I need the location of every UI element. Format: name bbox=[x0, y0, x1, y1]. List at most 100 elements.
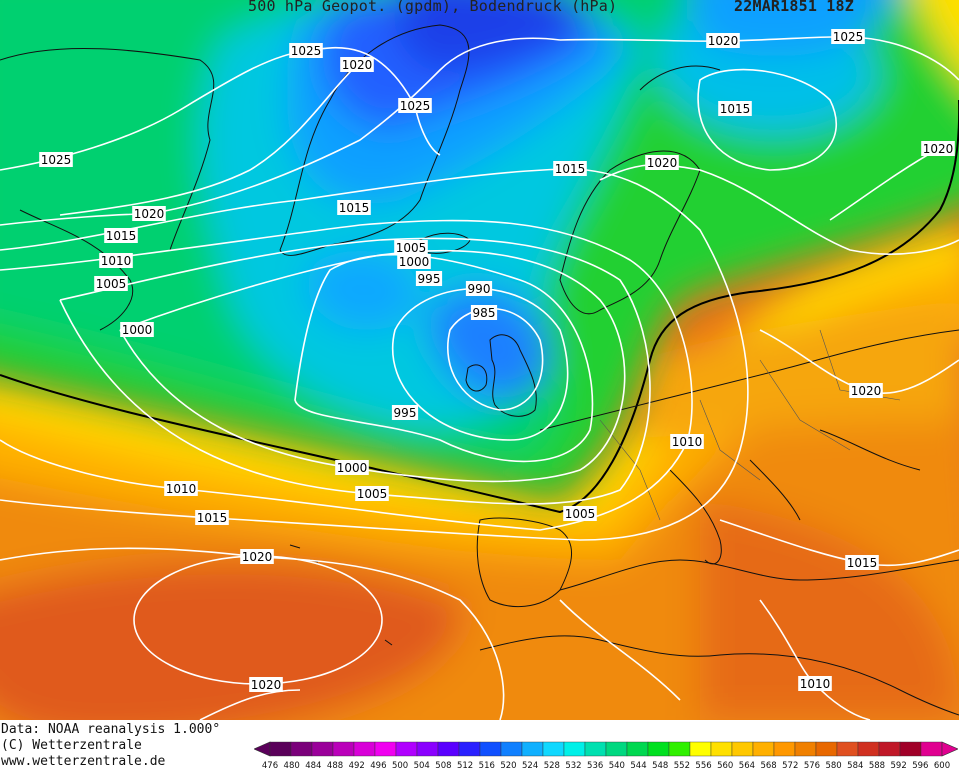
legend-swatch bbox=[668, 741, 691, 757]
legend-tick-label: 516 bbox=[479, 761, 495, 770]
legend-tick-label: 564 bbox=[739, 761, 755, 770]
legend-tick-label: 492 bbox=[349, 761, 365, 770]
legend-tick-label: 560 bbox=[717, 761, 733, 770]
isobar-label-box bbox=[355, 486, 389, 501]
boundary-552-line bbox=[0, 100, 959, 514]
legend-swatch bbox=[773, 741, 796, 757]
isobar-label: 1025 bbox=[400, 99, 431, 113]
isobar-label-box bbox=[132, 206, 166, 221]
isobar-label-box bbox=[249, 677, 283, 692]
isobar-label: 1010 bbox=[101, 254, 132, 268]
isobar-label-box bbox=[289, 43, 323, 58]
isobar-label-box bbox=[337, 200, 371, 215]
legend-tick-label: 508 bbox=[435, 761, 451, 770]
isobar-label: 1005 bbox=[357, 487, 388, 501]
isobar-label: 1025 bbox=[41, 153, 72, 167]
legend-tick-label: 480 bbox=[284, 761, 300, 770]
isobar-label: 990 bbox=[468, 282, 491, 296]
legend-swatch bbox=[353, 741, 376, 757]
isobar-label: 1020 bbox=[708, 34, 739, 48]
legend-swatch bbox=[710, 741, 733, 757]
isobar-label-box bbox=[340, 57, 374, 72]
isobar-label: 1015 bbox=[339, 201, 370, 215]
legend-swatch bbox=[836, 741, 859, 757]
map-datetime: 22MAR1851 18Z bbox=[734, 0, 854, 15]
legend-tick-label: 476 bbox=[262, 761, 278, 770]
legend-swatch bbox=[647, 741, 670, 757]
legend-swatch bbox=[542, 741, 565, 757]
isobar-label-box bbox=[553, 161, 587, 176]
isobar-label: 1015 bbox=[720, 102, 751, 116]
isobar-label: 1025 bbox=[833, 30, 864, 44]
isobar-label: 1020 bbox=[242, 550, 273, 564]
legend-tick-label: 572 bbox=[782, 761, 798, 770]
coastlines bbox=[0, 24, 959, 716]
legend-tick-label: 588 bbox=[869, 761, 885, 770]
legend-swatch bbox=[500, 741, 523, 757]
legend-swatch bbox=[521, 741, 544, 757]
isobar-label: 1010 bbox=[800, 677, 831, 691]
legend-tick-label: 528 bbox=[544, 761, 560, 770]
legend-tick-label: 512 bbox=[457, 761, 473, 770]
isobar-label: 1000 bbox=[337, 461, 368, 475]
isobar-label: 985 bbox=[473, 306, 496, 320]
isobar-label: 1010 bbox=[672, 435, 703, 449]
legend-swatch bbox=[752, 741, 775, 757]
isobar-label-box bbox=[563, 506, 597, 521]
isobar-label: 1010 bbox=[166, 482, 197, 496]
legend-right-arrow bbox=[941, 741, 959, 757]
legend-swatch bbox=[878, 741, 901, 757]
isobar-label: 1020 bbox=[647, 156, 678, 170]
color-scale-legend: 476 480 484 488 492 496 500 504 508 512 516 520 524 5… bbox=[253, 738, 959, 771]
map-title: 500 hPa Geopot. (gpdm), Bodendruck (hPa) bbox=[248, 0, 618, 15]
legend-tick-label: 580 bbox=[825, 761, 841, 770]
isobar-label: 1000 bbox=[399, 255, 430, 269]
legend-swatch bbox=[332, 741, 355, 757]
legend-swatch bbox=[479, 741, 502, 757]
isobar-label: 1020 bbox=[923, 142, 954, 156]
legend-tick-label: 520 bbox=[500, 761, 516, 770]
legend-swatch bbox=[920, 741, 943, 757]
legend-tick-label: 496 bbox=[370, 761, 386, 770]
isobar-label-box bbox=[39, 152, 73, 167]
legend-swatch bbox=[815, 741, 838, 757]
legend-tick-label: 552 bbox=[674, 761, 690, 770]
color-scale-bar: 476 480 484 488 492 496 500 504 508 512 516 520 524 5… bbox=[253, 741, 959, 771]
isobar-label: 1005 bbox=[96, 277, 127, 291]
isobar-label-box bbox=[104, 228, 138, 243]
legend-tick-label: 584 bbox=[847, 761, 863, 770]
legend-tick-label: 548 bbox=[652, 761, 668, 770]
legend-swatch bbox=[458, 741, 481, 757]
legend-left-arrow bbox=[253, 741, 271, 757]
legend-tick-label: 532 bbox=[565, 761, 581, 770]
data-source-credit: Data: NOAA reanalysis 1.000° bbox=[1, 722, 221, 737]
isobar-label: 995 bbox=[394, 406, 417, 420]
height-field-shading bbox=[0, 225, 959, 720]
website-credit: www.wetterzentrale.de bbox=[1, 754, 166, 769]
isobar-label-box bbox=[706, 33, 740, 48]
isobar-label: 1025 bbox=[291, 44, 322, 58]
weather-map: 1025 1020 1025 1020 1025 1015 1020 1025 1020 1015… bbox=[0, 0, 959, 720]
cold-air-shading bbox=[0, 0, 959, 500]
isobar-label: 1015 bbox=[555, 162, 586, 176]
isobar-label-box bbox=[845, 555, 879, 570]
legend-tick-label: 568 bbox=[760, 761, 776, 770]
isobar-labels: 1025 1020 1025 1020 1025 1015 1020 1025 1020 1015… bbox=[39, 29, 955, 692]
legend-tick-label: 536 bbox=[587, 761, 603, 770]
legend-swatch bbox=[311, 741, 334, 757]
isobar-label-box bbox=[831, 29, 865, 44]
isobar-label-box bbox=[394, 240, 428, 255]
legend-tick-label: 524 bbox=[522, 761, 538, 770]
isobar-label-box bbox=[240, 549, 274, 564]
isobar-label-box bbox=[470, 305, 498, 320]
isobar-label: 1005 bbox=[396, 241, 427, 255]
legend-swatch bbox=[899, 741, 922, 757]
isobar-label: 1020 bbox=[251, 678, 282, 692]
isobar-label-box bbox=[99, 253, 133, 268]
isobar-label-box bbox=[195, 510, 229, 525]
isobar-label-box bbox=[718, 101, 752, 116]
isobar-label-box bbox=[391, 405, 419, 420]
legend-tick-label: 592 bbox=[891, 761, 907, 770]
legend-swatch bbox=[605, 741, 628, 757]
legend-tick-label: 600 bbox=[934, 761, 950, 770]
